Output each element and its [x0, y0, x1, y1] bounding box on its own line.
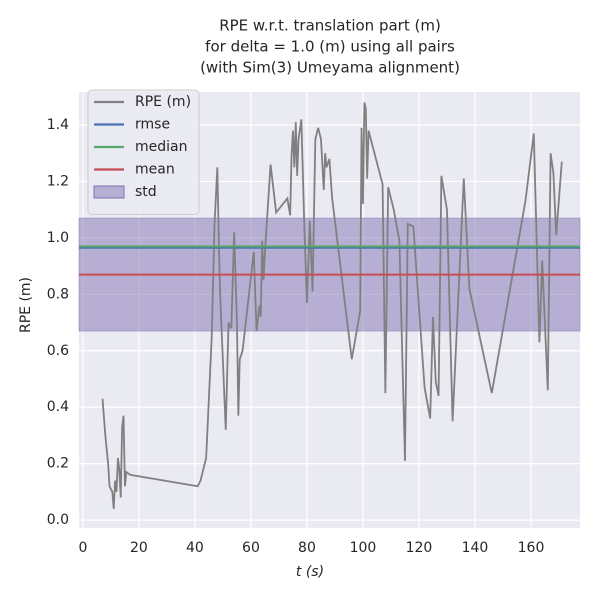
x-tick-label: 120	[406, 540, 433, 556]
x-axis-label: t (s)	[296, 564, 324, 580]
x-tick-label: 140	[462, 540, 489, 556]
x-tick-label: 20	[130, 540, 148, 556]
y-tick-label: 0.4	[47, 399, 69, 415]
legend-label: RPE (m)	[135, 94, 191, 110]
x-tick-label: 100	[350, 540, 377, 556]
chart-title: for delta = 1.0 (m) using all pairs	[205, 38, 455, 56]
y-tick-label: 0.6	[47, 343, 69, 359]
legend-label: rmse	[135, 117, 170, 133]
legend-box	[87, 89, 200, 215]
legend-label: median	[135, 139, 187, 155]
rpe-line	[101, 102, 563, 509]
x-tick-label: 160	[518, 540, 545, 556]
y-tick-label: 0.0	[47, 512, 69, 528]
chart-title: (with Sim(3) Umeyama alignment)	[200, 59, 460, 77]
chart-title: RPE w.r.t. translation part (m)	[219, 17, 441, 35]
x-tick-label: 60	[242, 540, 260, 556]
y-tick-label: 1.0	[47, 230, 69, 246]
y-axis-label: RPE (m)	[18, 277, 34, 333]
legend-label: std	[135, 184, 157, 200]
legend-label: mean	[135, 162, 175, 178]
y-tick-label: 1.2	[47, 173, 69, 189]
x-tick-label: 40	[186, 540, 204, 556]
y-tick-label: 0.2	[47, 456, 69, 472]
legend-swatch	[93, 185, 125, 199]
x-tick-label: 0	[78, 540, 87, 556]
y-tick-label: 1.4	[47, 117, 69, 133]
y-tick-label: 0.8	[47, 286, 69, 302]
x-tick-label: 80	[298, 540, 316, 556]
